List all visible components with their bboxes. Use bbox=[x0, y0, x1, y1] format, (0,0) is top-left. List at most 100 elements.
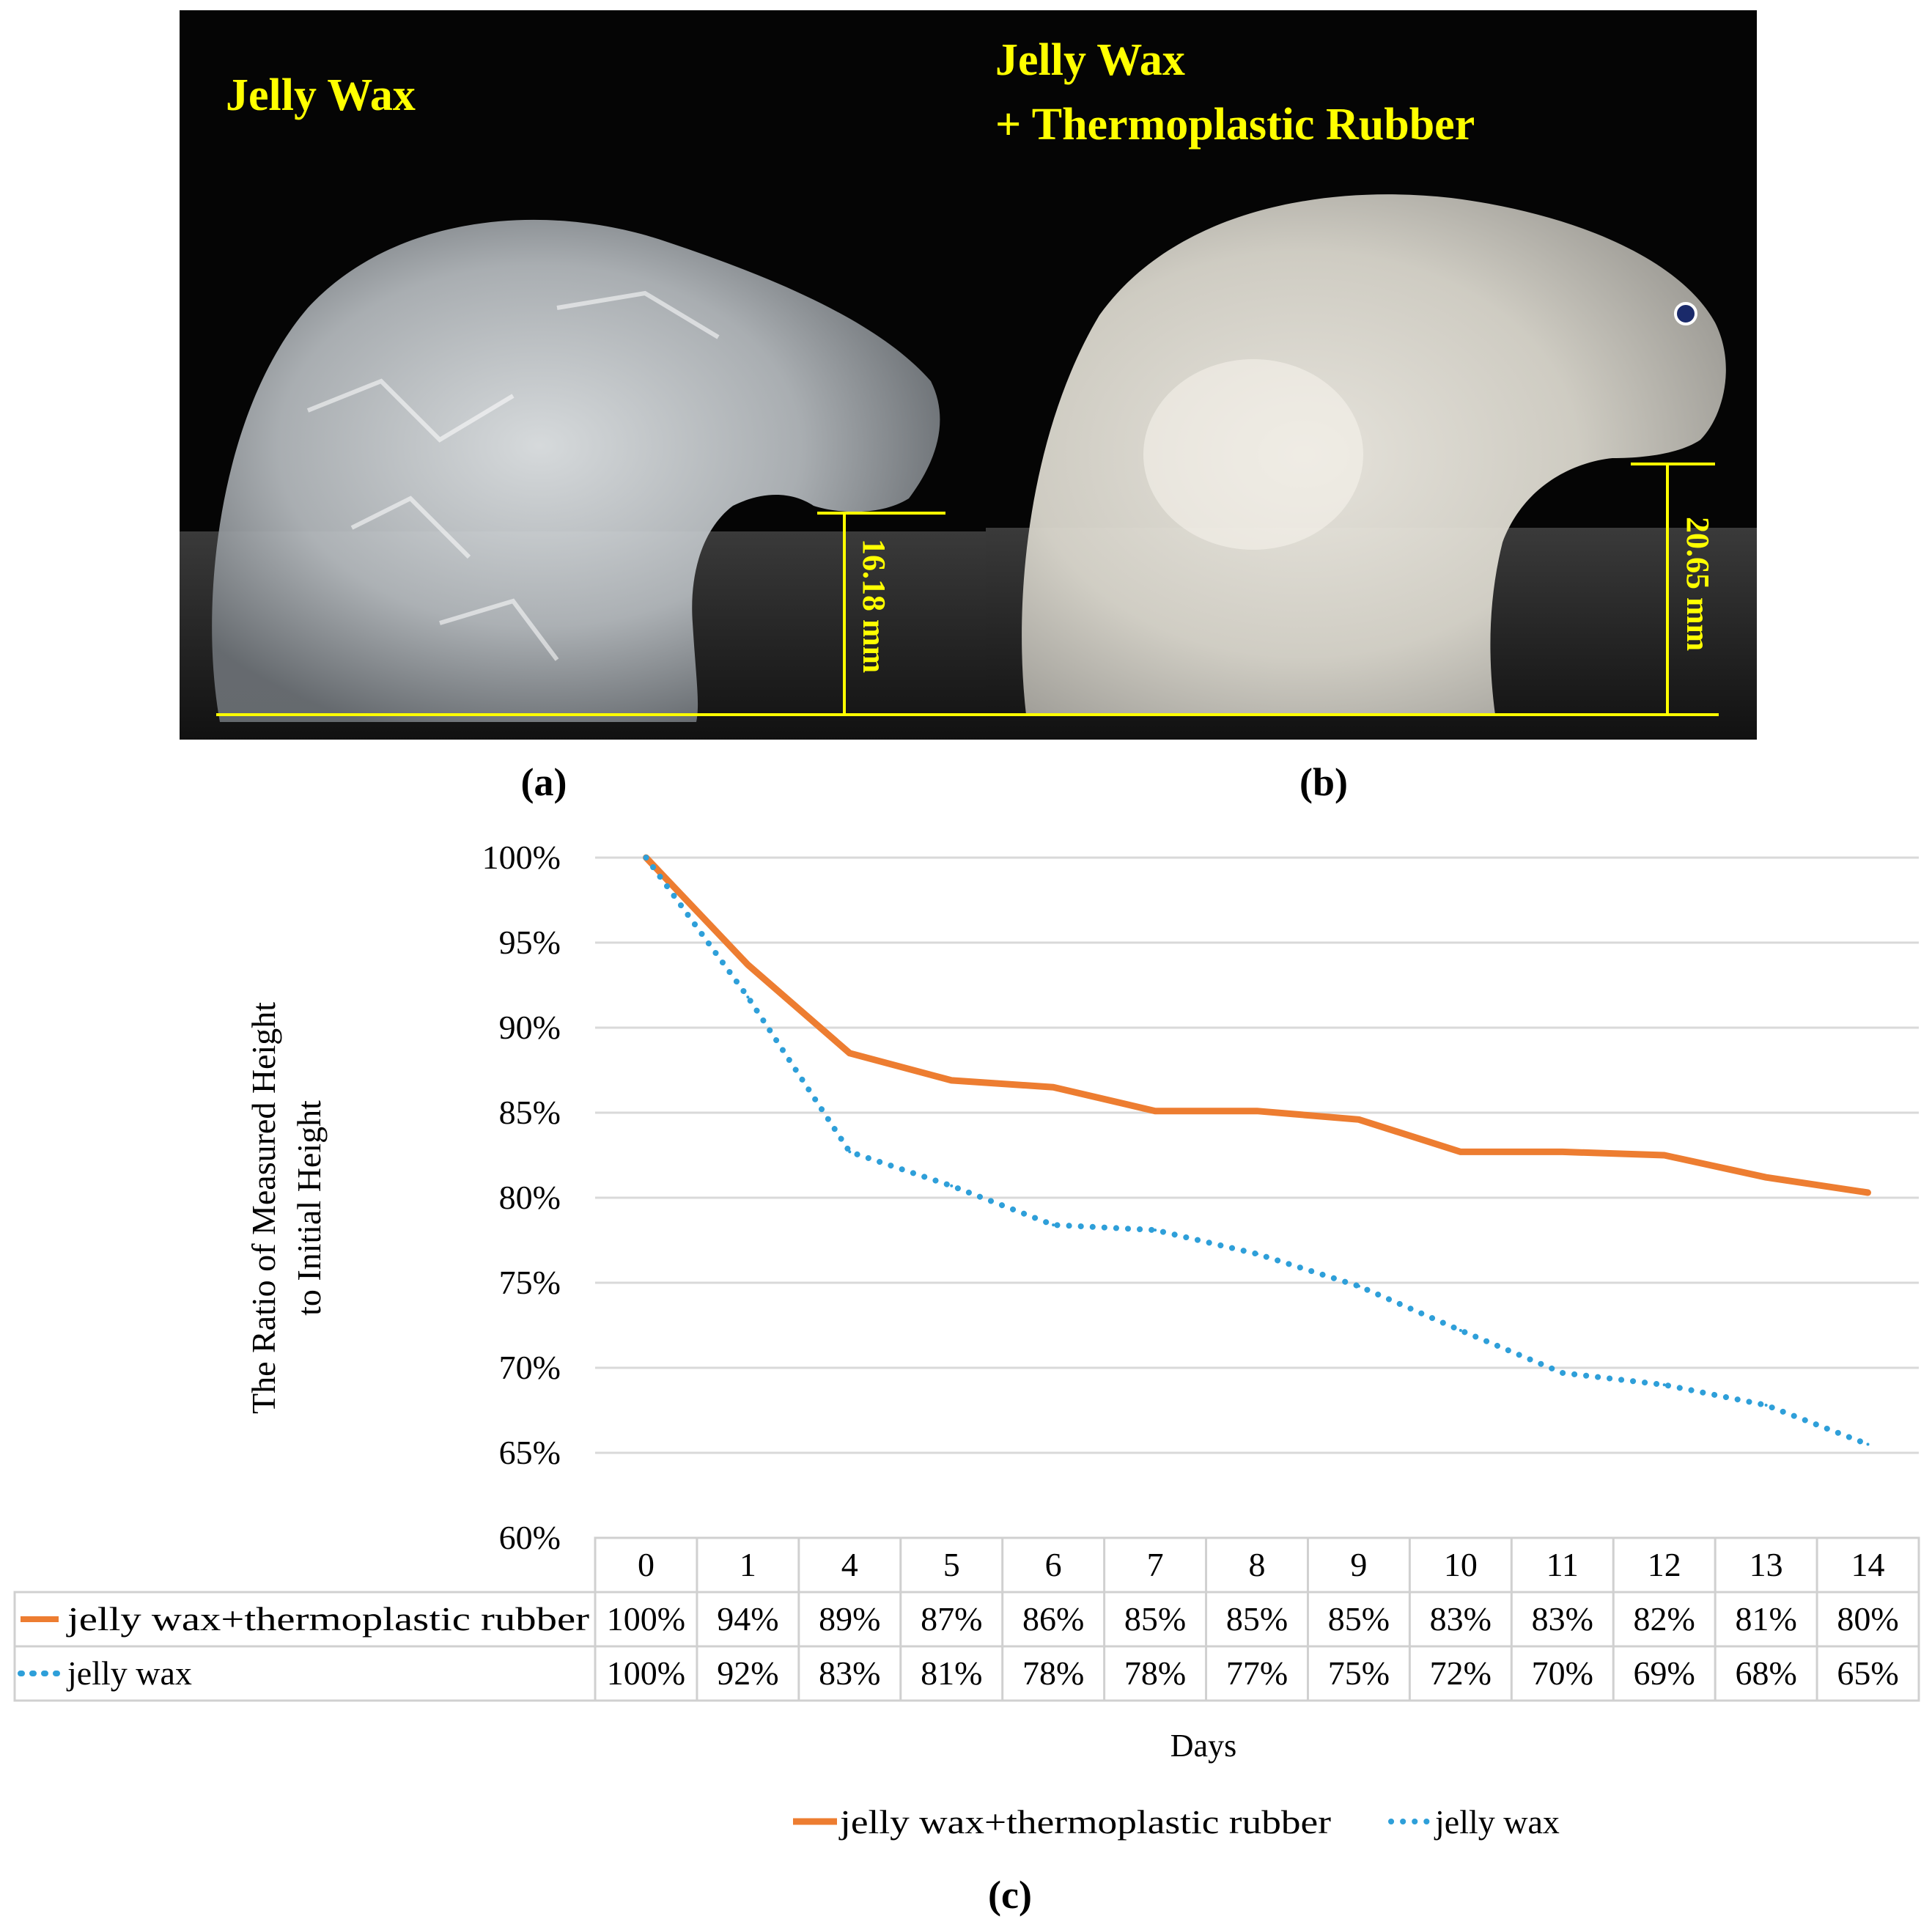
data-point bbox=[1256, 1109, 1258, 1113]
series-line bbox=[643, 854, 1871, 1196]
series-line bbox=[643, 855, 1871, 1448]
gel-specimen-a bbox=[212, 219, 940, 722]
data-point bbox=[848, 1051, 852, 1055]
table-value-cell: 87% bbox=[921, 1600, 982, 1638]
line-chart: 100%95%90%85%80%75%70%65%60% 0 1 4 5 6 7 8 9 10 1… bbox=[13, 839, 1920, 1917]
data-point bbox=[1866, 1191, 1870, 1195]
legend-label: jelly wax+thermoplastic rubber bbox=[838, 1803, 1331, 1841]
table-value-cell: 85% bbox=[1124, 1600, 1186, 1638]
table-value-cell: 77% bbox=[1226, 1654, 1288, 1692]
x-tick-label: 4 bbox=[841, 1546, 858, 1583]
x-tick-label: 5 bbox=[943, 1546, 960, 1583]
table-value-cell: 81% bbox=[921, 1654, 982, 1692]
table-value-cell: 100% bbox=[607, 1654, 685, 1692]
table-series-name: jelly wax+thermoplastic rubber bbox=[66, 1600, 589, 1638]
y-tick-label: 85% bbox=[499, 1094, 561, 1131]
data-point bbox=[950, 1078, 954, 1082]
y-axis-ticks: 100% 95% 90% 85% 80% 75% 70% 65% 60% bbox=[482, 839, 561, 1556]
table-value-cell: 83% bbox=[1532, 1600, 1593, 1638]
gel-core-b bbox=[1143, 359, 1363, 550]
panel-a-caption: (a) bbox=[521, 760, 567, 804]
y-tick-label: 80% bbox=[499, 1179, 561, 1216]
data-point bbox=[1357, 1118, 1360, 1121]
y-axis-label: The Ratio of Measured Height to Initial … bbox=[245, 1002, 328, 1414]
data-point bbox=[1154, 1109, 1157, 1113]
x-tick-label: 11 bbox=[1546, 1546, 1579, 1583]
table-value-cell: 85% bbox=[1226, 1600, 1288, 1638]
panel-b-caption: (b) bbox=[1299, 760, 1348, 804]
gridlines bbox=[595, 856, 1919, 1454]
gel-highlights-a bbox=[306, 290, 720, 661]
data-point bbox=[1662, 1383, 1666, 1387]
table-value-cell: 80% bbox=[1837, 1600, 1898, 1638]
table-value-cell: 82% bbox=[1634, 1600, 1695, 1638]
table-value-cell: 68% bbox=[1735, 1654, 1796, 1692]
y-tick-label: 70% bbox=[499, 1349, 561, 1386]
photo-panel-a: Jelly Wax 16.18 mm bbox=[180, 10, 986, 740]
data-point bbox=[1560, 1150, 1564, 1154]
y-tick-label: 90% bbox=[499, 1009, 561, 1046]
y-tick-label: 100% bbox=[482, 839, 561, 876]
photo-panels: Jelly Wax 16.18 mm Jelly Wax + Thermopla… bbox=[180, 10, 1757, 804]
measurement-label-a: 16.18 mm bbox=[856, 539, 892, 673]
x-tick-label: 0 bbox=[638, 1546, 655, 1583]
data-point bbox=[950, 1184, 954, 1187]
panel-b-title-line2: + Thermoplastic Rubber bbox=[995, 100, 1475, 150]
y-tick-label: 65% bbox=[499, 1434, 561, 1471]
gel-specimen-b bbox=[1022, 194, 1726, 715]
table-value-cell: 69% bbox=[1634, 1654, 1695, 1692]
y-axis-label-line1: The Ratio of Measured Height bbox=[245, 1002, 282, 1414]
data-point bbox=[848, 1150, 852, 1154]
data-point bbox=[1866, 1443, 1870, 1446]
table-value-cell: 100% bbox=[607, 1600, 685, 1638]
x-tick-label: 12 bbox=[1648, 1546, 1681, 1583]
y-axis-label-line2: to Initial Height bbox=[290, 1100, 328, 1316]
x-tick-label: 13 bbox=[1750, 1546, 1783, 1583]
table-value-cell: 89% bbox=[819, 1600, 880, 1638]
x-axis-label: Days bbox=[1170, 1728, 1236, 1764]
table-value-cell: 94% bbox=[717, 1600, 778, 1638]
panel-b-title-line1: Jelly Wax bbox=[995, 35, 1185, 85]
table-value-cell: 78% bbox=[1124, 1654, 1186, 1692]
data-point bbox=[746, 963, 750, 967]
data-point bbox=[1459, 1328, 1462, 1332]
x-tick-label: 10 bbox=[1444, 1546, 1478, 1583]
x-tick-label: 9 bbox=[1350, 1546, 1367, 1583]
marker-dot-b bbox=[1674, 302, 1697, 325]
data-point bbox=[1662, 1154, 1666, 1157]
panel-a-title: Jelly Wax bbox=[226, 70, 416, 120]
table-value-cell: 81% bbox=[1735, 1600, 1796, 1638]
y-tick-label: 60% bbox=[499, 1519, 561, 1556]
data-point bbox=[1052, 1086, 1055, 1089]
data-point bbox=[1154, 1229, 1157, 1232]
x-tick-label: 1 bbox=[740, 1546, 756, 1583]
table-value-cell: 86% bbox=[1022, 1600, 1084, 1638]
legend: jelly wax+thermoplastic rubber jelly wax bbox=[793, 1803, 1560, 1841]
x-tick-label: 6 bbox=[1045, 1546, 1062, 1583]
x-tick-label: 14 bbox=[1851, 1546, 1885, 1583]
data-point bbox=[1560, 1371, 1564, 1374]
table-value-cell: 92% bbox=[717, 1654, 778, 1692]
x-tick-label: 7 bbox=[1147, 1546, 1164, 1583]
table-value-cell: 85% bbox=[1328, 1600, 1390, 1638]
photo-panel-b: Jelly Wax + Thermoplastic Rubber 20.65 m… bbox=[986, 10, 1757, 740]
table-value-cell: 75% bbox=[1328, 1654, 1390, 1692]
y-tick-label: 75% bbox=[499, 1264, 561, 1301]
table-value-cell: 65% bbox=[1837, 1654, 1898, 1692]
table-value-cell: 83% bbox=[819, 1654, 880, 1692]
y-tick-label: 95% bbox=[499, 924, 561, 961]
table-value-cell: 70% bbox=[1532, 1654, 1593, 1692]
data-point bbox=[1764, 1404, 1768, 1407]
table-value-cell: 83% bbox=[1430, 1600, 1492, 1638]
data-point bbox=[644, 856, 648, 859]
panel-c-caption: (c) bbox=[988, 1873, 1032, 1917]
data-point bbox=[1256, 1252, 1258, 1256]
data-point bbox=[1764, 1176, 1768, 1179]
data-point bbox=[1052, 1223, 1055, 1227]
data-point bbox=[1459, 1150, 1462, 1154]
legend-label: jelly wax bbox=[1434, 1803, 1560, 1841]
x-tick-label: 8 bbox=[1249, 1546, 1266, 1583]
table-value-cell: 72% bbox=[1430, 1654, 1492, 1692]
data-point bbox=[1357, 1284, 1360, 1288]
data-point bbox=[746, 995, 750, 999]
